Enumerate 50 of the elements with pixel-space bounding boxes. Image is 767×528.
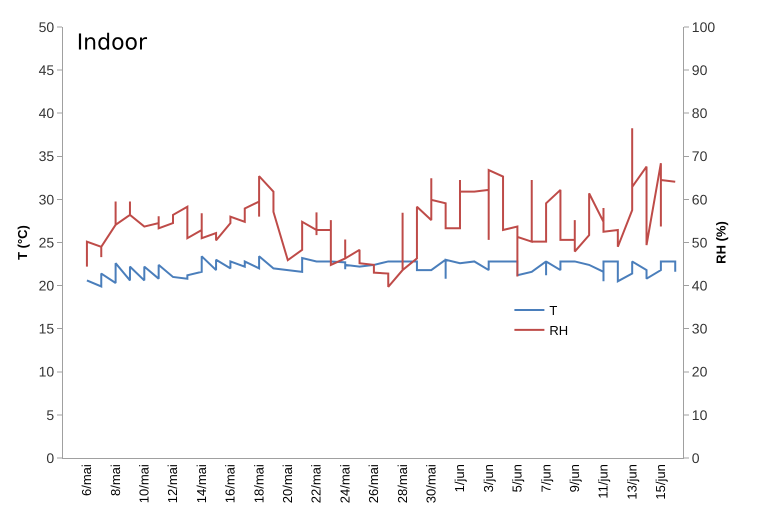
x-tick-label: 28/mai: [394, 464, 410, 504]
y2-tick-label: 0: [692, 450, 700, 466]
y-tick-label: 30: [38, 191, 54, 208]
y2-axis-title: RH (%): [714, 221, 728, 264]
legend-label: RH: [549, 323, 568, 338]
y2-tick-label: 80: [692, 105, 708, 122]
x-tick-label: 9/jun: [567, 464, 582, 492]
y-axis-title: T (°C): [15, 225, 30, 260]
y-tick-label: 45: [38, 62, 54, 78]
x-tick-label: 6/mai: [79, 464, 94, 496]
x-tick-label: 26/mai: [366, 464, 382, 504]
y-tick-label: 20: [38, 278, 54, 294]
y2-tick-label: 20: [692, 364, 708, 380]
y-tick-label: 50: [38, 18, 54, 35]
x-tick-label: 18/mai: [251, 464, 266, 504]
x-tick-label: 3/jun: [480, 464, 496, 492]
x-tick-label: 30/mai: [424, 464, 439, 504]
x-tick-label: 1/jun: [452, 464, 468, 492]
y-tick-label: 15: [38, 320, 54, 337]
y-tick-label: 35: [38, 148, 54, 164]
line-series: [86, 127, 676, 288]
x-tick-label: 24/mai: [337, 464, 352, 504]
x-tick-label: 7/jun: [538, 464, 554, 492]
x-tick-label: 20/mai: [280, 464, 296, 504]
x-tick-label: 13/jun: [624, 464, 640, 500]
line-series: [86, 255, 676, 288]
x-tick-label: 14/mai: [194, 464, 209, 504]
y2-tick-label: 70: [692, 148, 708, 164]
y-tick-label: 40: [38, 105, 54, 122]
y2-tick-label: 100: [692, 18, 716, 35]
y2-tick-label: 50: [692, 234, 708, 250]
x-tick-label: 11/jun: [596, 464, 611, 499]
y2-tick-label: 30: [692, 320, 708, 337]
x-tick-label: 10/mai: [136, 464, 152, 504]
x-tick-label: 5/jun: [510, 464, 525, 492]
y-tick-label: 5: [46, 406, 54, 423]
y-tick-label: 10: [38, 364, 54, 380]
y-tick-label: 0: [46, 450, 54, 466]
legend-label: T: [549, 303, 558, 318]
x-tick-label: 12/mai: [165, 464, 180, 504]
x-tick-label: 8/mai: [108, 464, 123, 496]
chart-title: Indoor: [76, 30, 148, 56]
y2-tick-label: 10: [692, 406, 708, 423]
y-tick-label: 25: [38, 234, 54, 250]
x-tick-label: 22/mai: [308, 464, 324, 504]
y2-tick-label: 40: [692, 278, 708, 294]
x-tick-label: 15/jun: [653, 464, 668, 500]
x-tick-label: 16/mai: [222, 464, 238, 504]
y2-tick-label: 60: [692, 191, 708, 208]
y2-tick-label: 90: [692, 62, 708, 78]
